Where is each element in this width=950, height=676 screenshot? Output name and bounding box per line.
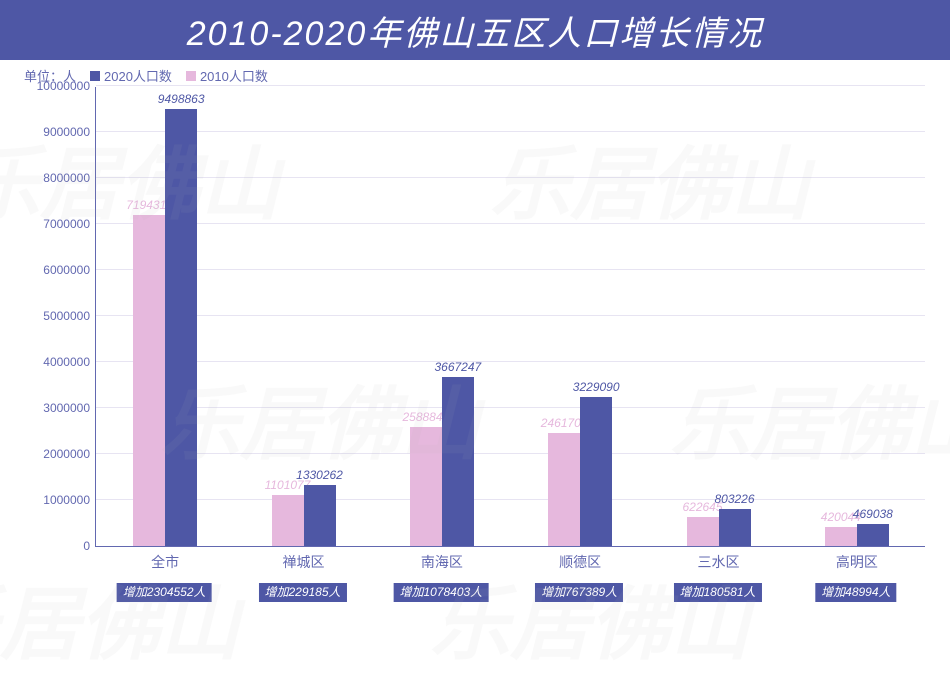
gridline — [96, 361, 925, 362]
bar-label-2020: 3667247 — [418, 361, 498, 373]
bar-label-2020: 1330262 — [280, 469, 360, 481]
y-tick-label: 0 — [16, 540, 90, 552]
gridline — [96, 223, 925, 224]
category-label: 高明区 — [807, 552, 907, 572]
category-label: 全市 — [115, 552, 215, 572]
bar-2010 — [272, 495, 304, 546]
bar-2020 — [719, 509, 751, 546]
y-tick-label: 4000000 — [16, 356, 90, 368]
increase-chip: 增加1078403人 — [393, 583, 488, 602]
increase-chip: 增加767389人 — [535, 583, 623, 602]
gridline — [96, 131, 925, 132]
chart-header: 单位：人 2020人口数 2010人口数 — [0, 60, 950, 87]
watermark: 乐居佛山 — [430, 560, 750, 676]
category-label: 禅城区 — [254, 552, 354, 572]
chart-area: 0 1000000 2000000 3000000 4000000 5000000 6000… — [15, 87, 935, 577]
legend-swatch-2010 — [186, 71, 196, 81]
watermark: 乐居佛山 — [0, 560, 240, 676]
annotation-row: 增加2304552人 增加229185人 增加1078403人 增加767389人 增加… — [15, 583, 935, 617]
bar-label-2020: 803226 — [695, 493, 775, 505]
bar-2020 — [304, 485, 336, 546]
y-tick-label: 5000000 — [16, 310, 90, 322]
plot-area: 0100000020000003000000400000050000006000… — [95, 87, 925, 547]
y-tick-label: 9000000 — [16, 126, 90, 138]
chart-title: 2010-2020年佛山五区人口增长情况 — [187, 6, 764, 55]
gridline — [96, 269, 925, 270]
chart-title-bar: 2010-2020年佛山五区人口增长情况 — [0, 0, 950, 60]
bar-group: 11010771330262禅城区 — [254, 86, 354, 546]
legend-label-2010: 2010人口数 — [200, 66, 268, 85]
legend-swatch-2020 — [90, 71, 100, 81]
bar-group: 25888443667247南海区 — [392, 86, 492, 546]
increase-chip: 增加48994人 — [815, 583, 896, 602]
gridline — [96, 315, 925, 316]
bar-2010 — [825, 527, 857, 546]
gridline — [96, 499, 925, 500]
bar-label-2020: 469038 — [833, 508, 913, 520]
bar-2020 — [442, 377, 474, 546]
gridline — [96, 407, 925, 408]
bar-group: 71943119498863全市 — [115, 86, 215, 546]
bar-group: 24617013229090顺德区 — [530, 86, 630, 546]
y-tick-label: 10000000 — [16, 80, 90, 92]
y-tick-label: 3000000 — [16, 402, 90, 414]
y-tick-label: 7000000 — [16, 218, 90, 230]
gridline — [96, 177, 925, 178]
bar-2020 — [165, 109, 197, 546]
increase-chip: 增加229185人 — [258, 583, 346, 602]
bar-2010 — [410, 427, 442, 546]
bar-2010 — [133, 215, 165, 546]
increase-chip: 增加2304552人 — [117, 583, 212, 602]
y-tick-label: 1000000 — [16, 494, 90, 506]
category-label: 三水区 — [669, 552, 769, 572]
y-tick-label: 6000000 — [16, 264, 90, 276]
y-tick-label: 8000000 — [16, 172, 90, 184]
increase-chip: 增加180581人 — [673, 583, 761, 602]
bar-2020 — [580, 397, 612, 546]
legend-item-2020: 2020人口数 — [90, 66, 172, 85]
bar-2020 — [857, 524, 889, 546]
gridline — [96, 85, 925, 86]
bar-label-2020: 3229090 — [556, 381, 636, 393]
gridline — [96, 453, 925, 454]
bar-2010 — [548, 433, 580, 546]
legend-item-2010: 2010人口数 — [186, 66, 268, 85]
category-label: 顺德区 — [530, 552, 630, 572]
bar-label-2020: 9498863 — [141, 93, 221, 105]
bar-group: 420044469038高明区 — [807, 86, 907, 546]
legend-label-2020: 2020人口数 — [104, 66, 172, 85]
bar-group: 622645803226三水区 — [669, 86, 769, 546]
category-label: 南海区 — [392, 552, 492, 572]
bar-2010 — [687, 517, 719, 546]
y-tick-label: 2000000 — [16, 448, 90, 460]
